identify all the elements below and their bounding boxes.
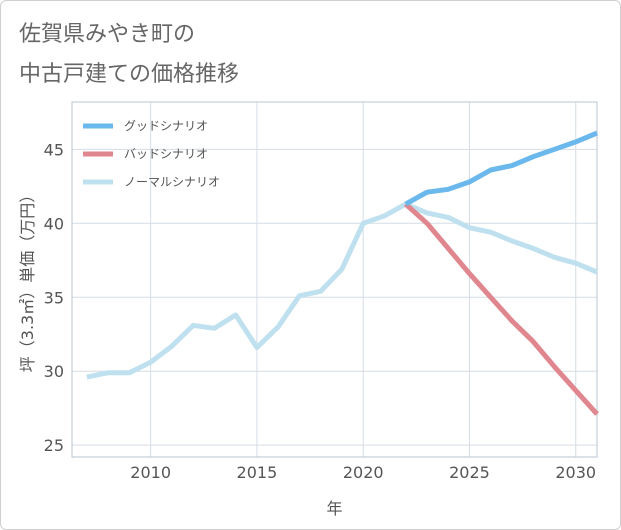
y-axis-label: 坪（3.3㎡）単価（万円） [18, 187, 37, 372]
y-tick-label: 45 [44, 140, 64, 159]
x-tick-label: 2015 [237, 463, 278, 482]
x-tick-label: 2010 [130, 463, 171, 482]
y-tick-label: 25 [44, 436, 64, 455]
y-tick-label: 30 [44, 362, 64, 381]
legend-label-1: グッドシナリオ [124, 119, 208, 133]
legend-label-3: ノーマルシナリオ [124, 175, 220, 189]
x-tick-label: 2020 [343, 463, 384, 482]
chart-title-line-1: 佐賀県みやき町の [19, 22, 196, 47]
series-line-1 [404, 130, 598, 207]
x-axis-label: 年 [326, 499, 342, 518]
chart-title-line-2: 中古戸建ての価格推移 [19, 62, 240, 87]
x-tick-label: 2030 [555, 463, 596, 482]
plot-area-frame [71, 101, 598, 458]
series-line-3 [86, 201, 598, 380]
x-tick-label: 2025 [449, 463, 490, 482]
y-tick-label: 40 [44, 214, 64, 233]
y-tick-label: 35 [44, 288, 64, 307]
series-line-2 [404, 202, 599, 416]
legend-label-2: バッドシナリオ [124, 147, 208, 161]
